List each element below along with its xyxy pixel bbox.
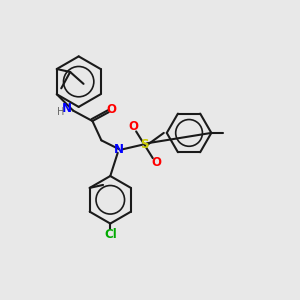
Text: Cl: Cl [104, 228, 117, 241]
Text: O: O [128, 121, 138, 134]
Text: N: N [114, 143, 124, 156]
Text: N: N [61, 102, 72, 115]
Text: H: H [57, 107, 64, 117]
Text: O: O [152, 156, 161, 169]
Text: O: O [106, 103, 116, 116]
Text: S: S [140, 138, 149, 151]
